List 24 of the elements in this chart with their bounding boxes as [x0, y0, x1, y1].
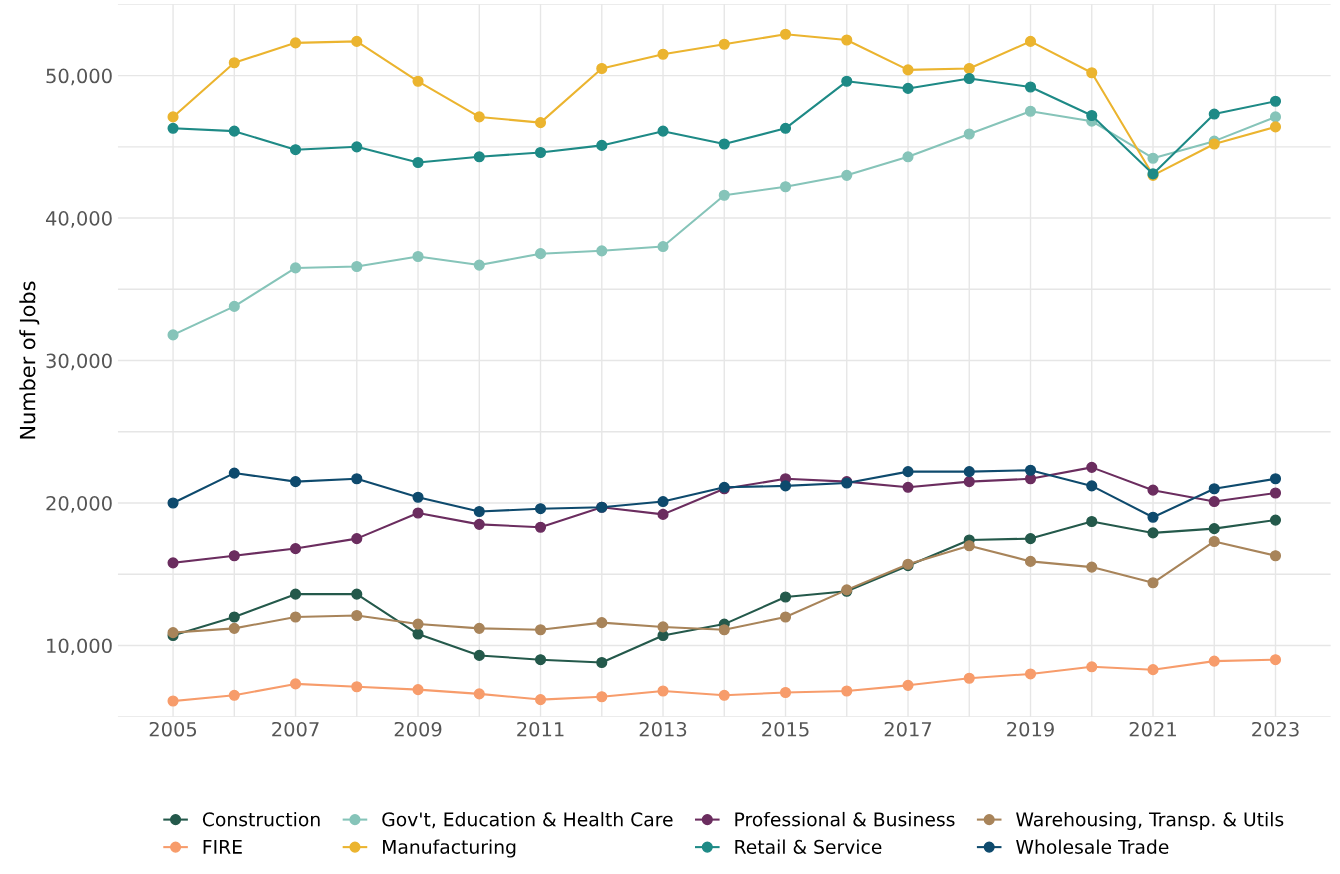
x-tick-label: 2007 — [272, 721, 319, 737]
y-tick-label: 30,000 — [46, 353, 112, 371]
x-tick-label: 2021 — [1129, 721, 1176, 737]
y-tick-label: 40,000 — [45, 211, 112, 228]
y-tick-label: 10,000 — [47, 638, 112, 656]
legend-label: Retail & Service — [735, 839, 882, 854]
legend-label: Warehousing, Transp. & Utils — [1016, 811, 1284, 831]
y-tick-label: 50,000 — [46, 68, 112, 86]
x-tick-label: 2005 — [149, 721, 197, 737]
legend-label: Gov't, Education & Health Care — [382, 811, 673, 829]
x-tick-label: 2013 — [639, 721, 687, 737]
y-axis-title: Number of Jobs — [19, 281, 40, 439]
legend-label: Construction — [202, 811, 320, 827]
x-tick-label: 2011 — [517, 721, 564, 737]
x-tick-label: 2019 — [1007, 721, 1054, 737]
legend-label: Wholesale Trade — [1016, 839, 1169, 854]
legend-label: Manufacturing — [383, 839, 516, 858]
legend-label: Professional & Business — [735, 811, 955, 827]
legend-label: FIRE — [203, 840, 242, 854]
x-tick-label: 2009 — [394, 721, 442, 737]
x-tick-label: 2017 — [884, 721, 932, 737]
y-tick-label: 20,000 — [46, 495, 112, 513]
x-tick-label: 2015 — [762, 721, 809, 737]
x-tick-label: 2023 — [1252, 721, 1299, 737]
